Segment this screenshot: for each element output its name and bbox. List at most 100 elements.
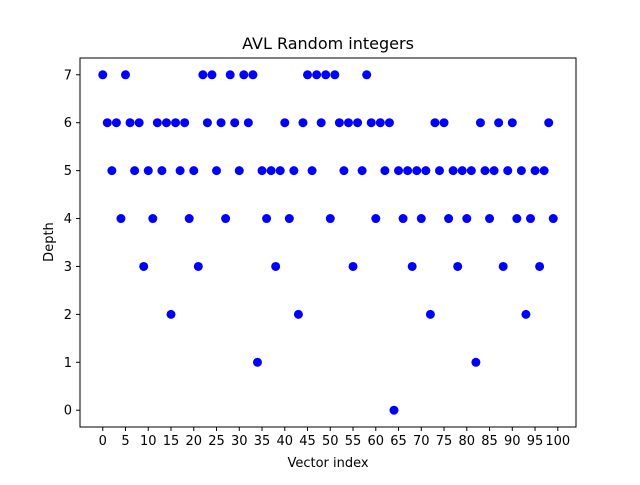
data-point: [530, 166, 540, 176]
data-point: [544, 118, 554, 128]
data-point: [475, 118, 485, 128]
data-point: [280, 118, 290, 128]
data-point: [225, 70, 235, 80]
x-tick-label: 30: [231, 434, 248, 449]
data-point: [171, 118, 181, 128]
x-axis-label: Vector index: [287, 456, 368, 471]
x-tick-label: 0: [99, 434, 107, 449]
data-point: [330, 70, 340, 80]
data-point: [539, 166, 549, 176]
data-point: [548, 214, 558, 224]
data-point: [312, 70, 322, 80]
x-tick-label: 5: [121, 434, 129, 449]
data-point: [380, 166, 390, 176]
data-point: [239, 70, 249, 80]
data-point: [394, 166, 404, 176]
data-point: [471, 357, 481, 367]
data-point: [389, 405, 399, 415]
data-point: [262, 214, 272, 224]
data-point: [102, 118, 112, 128]
x-tick-label: 95: [527, 434, 544, 449]
data-point: [125, 118, 135, 128]
data-point: [503, 166, 513, 176]
data-point: [266, 166, 276, 176]
data-point: [366, 118, 376, 128]
data-point: [325, 214, 335, 224]
data-point: [339, 166, 349, 176]
data-point: [494, 118, 504, 128]
data-point: [362, 70, 372, 80]
data-point: [216, 118, 226, 128]
x-tick-label: 75: [436, 434, 453, 449]
x-tick-label: 80: [459, 434, 476, 449]
data-point: [98, 70, 108, 80]
data-point: [157, 166, 167, 176]
data-point: [321, 70, 331, 80]
x-tick-label: 45: [299, 434, 316, 449]
x-tick-label: 25: [208, 434, 225, 449]
data-point: [184, 214, 194, 224]
y-axis-label: Depth: [42, 222, 57, 262]
data-point: [407, 261, 417, 271]
x-axis-ticks: 0 5 10 15 20 25 30 35 40 45 50 55 60 65 70 75 80 85 90 95 10…: [99, 427, 570, 449]
x-tick-label: 50: [322, 434, 339, 449]
data-point: [489, 166, 499, 176]
data-point: [334, 118, 344, 128]
data-point: [207, 70, 217, 80]
data-point: [134, 118, 144, 128]
data-point: [303, 70, 313, 80]
x-tick-label: 65: [390, 434, 407, 449]
data-point: [248, 70, 258, 80]
data-point: [384, 118, 394, 128]
x-tick-label: 100: [545, 434, 570, 449]
x-tick-label: 20: [185, 434, 202, 449]
data-point: [257, 166, 267, 176]
data-point: [371, 214, 381, 224]
data-point: [166, 309, 176, 319]
data-point: [439, 118, 449, 128]
data-point: [316, 118, 326, 128]
data-point: [516, 166, 526, 176]
data-point: [121, 70, 130, 80]
y-tick-label: 0: [64, 404, 72, 419]
data-point: [521, 309, 531, 319]
data-point: [284, 214, 294, 224]
x-tick-label: 55: [345, 434, 362, 449]
data-points: [98, 70, 558, 415]
data-point: [275, 166, 285, 176]
data-point: [243, 118, 253, 128]
data-point: [212, 166, 222, 176]
plot-frame: [79, 57, 577, 428]
data-point: [234, 166, 244, 176]
data-point: [130, 166, 140, 176]
x-tick-label: 35: [254, 434, 271, 449]
x-tick-label: 60: [368, 434, 385, 449]
data-point: [343, 118, 353, 128]
data-point: [353, 118, 363, 128]
data-point: [293, 309, 303, 319]
data-point: [348, 261, 358, 271]
x-tick-label: 90: [504, 434, 521, 449]
data-point: [271, 261, 281, 271]
data-point: [189, 166, 199, 176]
data-point: [425, 309, 435, 319]
data-point: [139, 261, 149, 271]
data-point: [161, 118, 171, 128]
x-tick-label: 15: [163, 434, 180, 449]
y-tick-label: 4: [64, 212, 72, 227]
data-point: [375, 118, 385, 128]
y-tick-label: 1: [64, 356, 72, 371]
y-axis-ticks: 0 1 2 3 4 5 6 7: [64, 68, 80, 419]
data-point: [198, 70, 208, 80]
x-tick-label: 10: [140, 434, 157, 449]
data-point: [357, 166, 367, 176]
data-point: [421, 166, 431, 176]
x-tick-label: 85: [481, 434, 498, 449]
data-point: [416, 214, 426, 224]
chart-title: AVL Random integers: [242, 34, 414, 53]
y-tick-label: 6: [64, 116, 72, 131]
data-point: [298, 118, 308, 128]
